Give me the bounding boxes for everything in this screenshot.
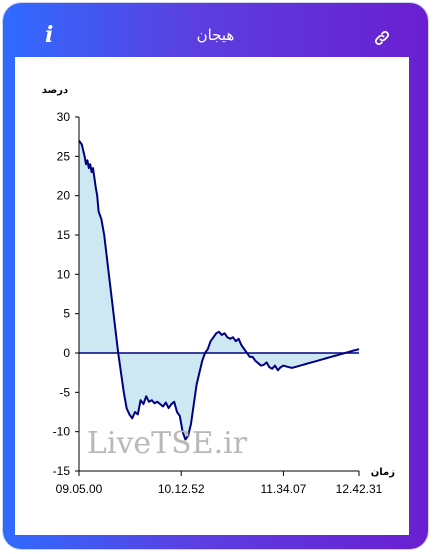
y-tick-label: -5 xyxy=(59,385,70,399)
y-tick-label: 15 xyxy=(57,228,71,242)
y-tick-label: -10 xyxy=(53,425,71,439)
info-icon[interactable]: i xyxy=(45,22,54,48)
app-card: i هیجان 30 25 20 15 10 5 0 -5 -10 -15 09.05.00 10.… xyxy=(3,3,428,549)
area-layer xyxy=(79,140,359,440)
chart-panel: 30 25 20 15 10 5 0 -5 -10 -15 09.05.00 10.12.52 11.… xyxy=(15,57,409,535)
y-tick-label: 30 xyxy=(57,110,71,124)
series-line xyxy=(78,140,360,441)
y-tick-label: 5 xyxy=(63,307,70,321)
line-layer xyxy=(78,140,360,441)
y-axis-label: درصد xyxy=(42,85,68,96)
y-tick-label: 25 xyxy=(57,149,71,163)
x-tick-label: 11.34.07 xyxy=(260,482,306,496)
y-tick-label: 20 xyxy=(57,189,71,203)
x-axis-label: زمان xyxy=(371,467,395,478)
watermark: LiveTSE.ir xyxy=(87,426,248,461)
y-tick-label: -15 xyxy=(53,464,71,478)
x-tick-label: 09.05.00 xyxy=(56,482,103,496)
header-bar: i هیجان xyxy=(3,3,428,57)
x-tick-layer: 09.05.00 10.12.52 11.34.07 12.42.31 xyxy=(56,471,383,496)
series-area xyxy=(79,140,359,440)
x-tick-label: 12.42.31 xyxy=(336,482,383,496)
sentiment-chart: 30 25 20 15 10 5 0 -5 -10 -15 09.05.00 10.12.52 11.… xyxy=(42,85,395,496)
y-tick-label: 10 xyxy=(57,267,71,281)
x-tick-label: 10.12.52 xyxy=(158,482,205,496)
link-icon[interactable] xyxy=(373,29,391,47)
y-tick-layer: 30 25 20 15 10 5 0 -5 -10 -15 xyxy=(53,110,79,478)
y-tick-label: 0 xyxy=(63,346,70,360)
page-title: هیجان xyxy=(196,26,235,44)
